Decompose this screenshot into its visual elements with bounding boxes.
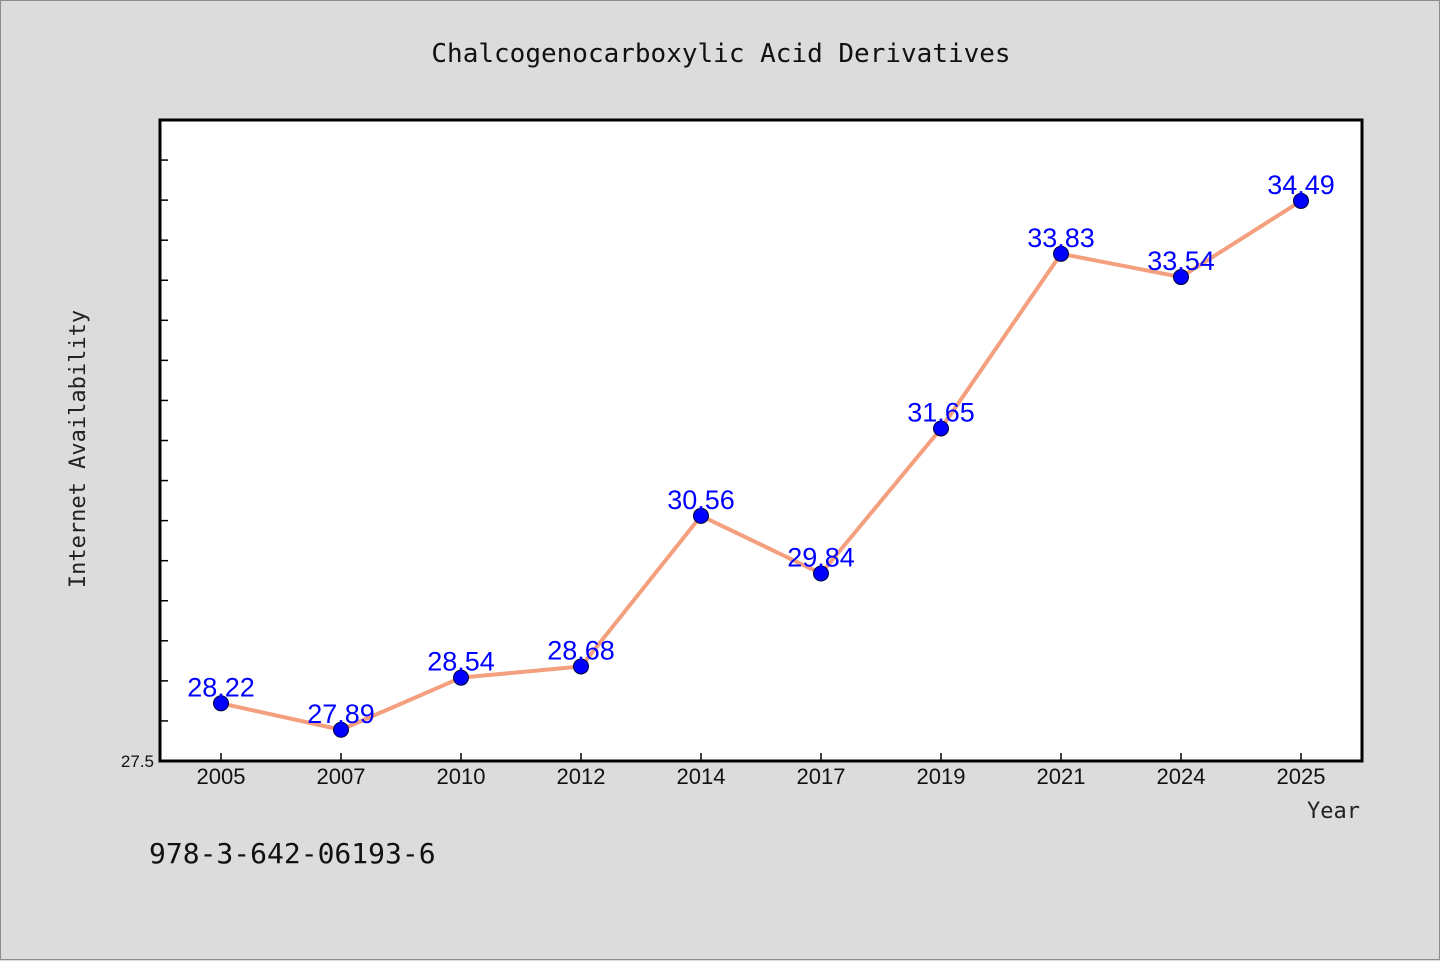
data-label: 28.22 xyxy=(187,672,255,702)
data-label: 31.65 xyxy=(907,397,975,427)
data-label: 34.49 xyxy=(1267,170,1335,200)
plot-area xyxy=(158,118,1364,763)
data-labels: 28.22 27.89 28.54 28.68 30.56 29.84 31.65 33.83… xyxy=(187,170,1335,729)
x-axis-label: Year xyxy=(1307,799,1360,824)
data-label: 27.89 xyxy=(307,699,375,729)
data-point-marker xyxy=(813,565,829,582)
data-point-marker xyxy=(573,658,589,675)
series-line xyxy=(220,199,1303,732)
y-axis-ticks xyxy=(160,159,168,722)
data-point-marker xyxy=(933,420,949,437)
x-tick-label: 2014 xyxy=(677,764,726,789)
x-tick-label: 2019 xyxy=(917,764,966,789)
x-tick-label: 2010 xyxy=(437,764,486,789)
x-tick-label: 2012 xyxy=(557,764,606,789)
x-tick-label: 2024 xyxy=(1157,764,1206,789)
x-tick-label: 2005 xyxy=(197,764,246,789)
x-tick-label: 2017 xyxy=(797,764,846,789)
data-label: 30.56 xyxy=(667,485,735,515)
series-markers xyxy=(213,192,1309,738)
x-tick-label: 2021 xyxy=(1037,764,1086,789)
data-point-marker xyxy=(1053,245,1069,262)
footer-isbn-text: 978-3-642-06193-6 xyxy=(149,837,436,870)
data-point-marker xyxy=(1293,192,1309,209)
data-point-marker xyxy=(1173,269,1189,286)
x-tick-label: 2025 xyxy=(1277,764,1326,789)
data-point-marker xyxy=(213,695,229,712)
y-axis-label: Internet Availability xyxy=(66,310,91,588)
y-tick-label: 27.5 xyxy=(121,752,154,771)
data-label: 28.54 xyxy=(427,647,495,677)
data-label: 33.83 xyxy=(1027,223,1095,253)
x-axis-ticks xyxy=(220,753,1302,761)
data-point-marker xyxy=(693,507,709,524)
data-label: 28.68 xyxy=(547,635,615,665)
chart-title: Chalcogenocarboxylic Acid Derivatives xyxy=(431,39,1010,69)
data-label: 33.54 xyxy=(1147,246,1215,276)
data-point-marker xyxy=(453,669,469,686)
x-axis-tick-labels: 2005 2007 2010 2012 2014 2017 2019 2021 2024 2025 xyxy=(197,764,1326,789)
x-tick-label: 2007 xyxy=(317,764,366,789)
data-label: 29.84 xyxy=(787,543,855,573)
data-point-marker xyxy=(333,721,349,738)
